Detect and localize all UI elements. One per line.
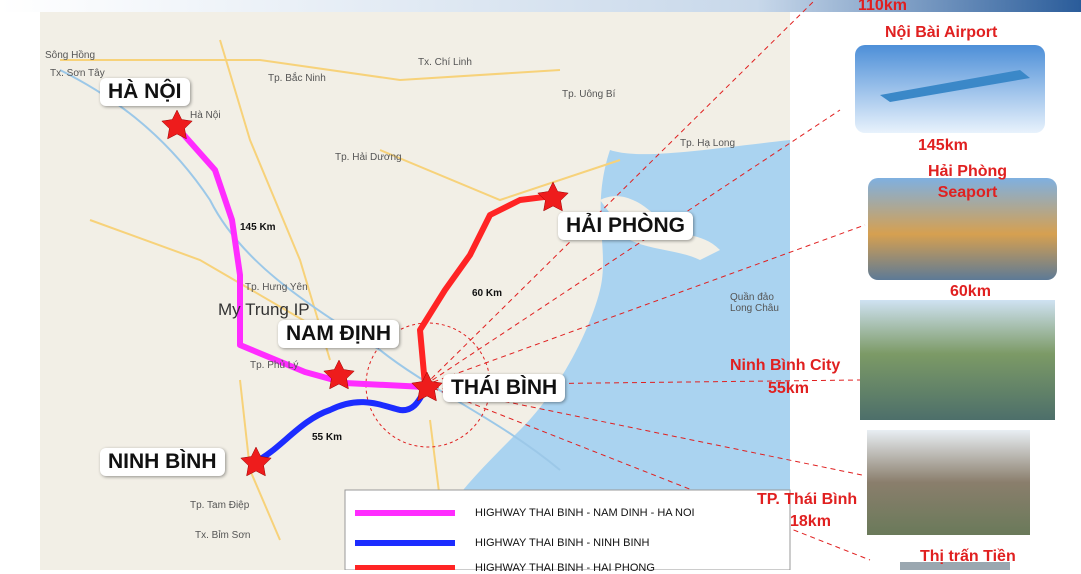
shape [424,0,816,386]
label: NINH BÌNH [100,448,225,476]
label: Tp. Bắc Ninh [268,73,326,84]
label: Tx. Bỉm Sơn [195,530,251,541]
label: Tp. Hưng Yên [245,282,308,293]
shape [417,193,553,386]
label: HÀ NỘI [100,78,190,106]
label: My Trung IP [218,300,310,319]
shape [0,0,1081,12]
label: Ninh Bình City [730,357,841,374]
label: 55 Km [312,432,343,443]
label: Hải Phòng Seaport [927,163,1008,201]
shape [424,384,871,561]
shape [424,224,866,386]
shape [253,388,428,465]
shape [424,109,841,386]
shape [60,59,561,82]
label: Tp. Uông Bí [562,89,616,100]
label: Quần đảo Long Châu [730,292,779,314]
shape [219,39,331,361]
shape [900,562,1010,570]
label: 145km [918,137,968,154]
label: 18km [790,513,831,530]
label: Hà Nội [190,110,221,121]
label: Tp. Phủ Lý [250,360,299,371]
label: Thị trấn Tiền [920,548,1016,565]
label: HIGHWAY THAI BINH - NINH BINH [475,537,650,549]
label: Tx. Chí Linh [418,57,472,68]
label: Tx. Sơn Tây [50,68,105,79]
label: 55km [768,380,809,397]
label: HIGHWAY THAI BINH - NAM DINH - HA NOI [475,507,695,519]
shape [161,109,193,140]
shape [161,109,569,477]
label: 60 Km [472,288,503,299]
label: HẢI PHÒNG [558,212,694,240]
label: 110km [858,0,907,14]
label: Nội Bài Airport [885,24,998,41]
shape [344,489,791,570]
label: THÁI BÌNH [443,374,566,402]
shape [880,70,1030,102]
shape [379,149,621,202]
label: Tp. Tam Điệp [190,500,250,511]
shape [89,219,321,331]
label: Tp. Hải Dương [335,152,402,163]
shape [59,69,561,471]
label: Tp. Hạ Long [680,138,736,149]
label: 145 Km [240,222,276,233]
shape [860,300,1055,420]
label: NAM ĐỊNH [278,320,399,348]
shape [867,430,1030,535]
label: Sông Hồng [45,50,96,61]
shape [868,178,1057,280]
label: HIGHWAY THAI BINH - HAI PHONG [475,562,655,574]
label: 60km [950,283,991,300]
label: TP. Thái Bình [757,491,858,508]
